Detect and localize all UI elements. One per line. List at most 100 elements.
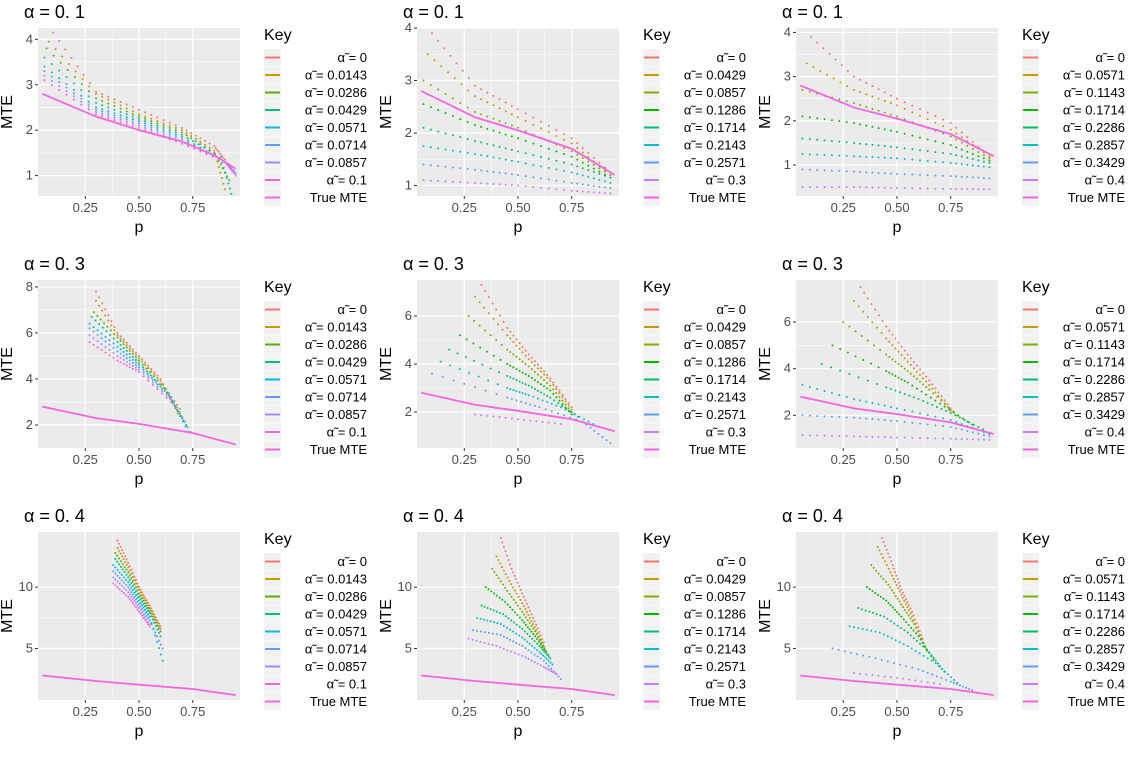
data-point	[144, 129, 147, 132]
data-point	[138, 117, 140, 120]
data-point	[942, 142, 945, 145]
series-points	[88, 322, 190, 433]
data-point	[113, 112, 116, 115]
data-point	[801, 384, 804, 386]
legend-label: α̃ = 0.3	[706, 425, 746, 440]
data-point	[512, 341, 515, 344]
data-point	[938, 683, 941, 686]
legend-label: True MTE	[310, 190, 368, 205]
data-point	[221, 161, 224, 164]
series-points	[831, 344, 974, 426]
data-point	[151, 610, 154, 613]
data-point	[509, 376, 512, 379]
data-point	[866, 379, 869, 382]
data-point	[902, 618, 905, 621]
data-point	[866, 316, 869, 318]
data-point	[447, 71, 450, 74]
data-point	[896, 146, 898, 149]
data-point	[122, 343, 125, 346]
data-point	[521, 602, 524, 605]
data-point	[934, 415, 937, 418]
data-point	[533, 364, 536, 367]
data-point	[561, 393, 564, 396]
data-point	[530, 368, 533, 371]
data-point	[43, 74, 46, 77]
data-point	[227, 182, 230, 185]
data-point	[230, 167, 233, 170]
data-point	[504, 147, 507, 150]
data-point	[159, 625, 162, 628]
data-point	[145, 611, 148, 614]
data-point	[499, 358, 502, 361]
data-point	[50, 71, 53, 74]
plot-area	[42, 290, 236, 446]
x-axis-label: p	[893, 471, 902, 488]
data-point	[133, 604, 136, 607]
x-tick-label: 0.50	[505, 704, 530, 719]
data-point	[532, 154, 535, 157]
data-point	[912, 396, 915, 399]
data-point	[889, 94, 892, 97]
data-point	[130, 572, 133, 575]
data-point	[497, 371, 500, 374]
data-point	[231, 169, 234, 172]
legend-label: α̃ = 0.1	[327, 425, 367, 440]
data-point	[587, 190, 590, 193]
data-point	[121, 549, 124, 552]
data-point	[162, 133, 165, 136]
data-point	[876, 326, 879, 329]
data-point	[857, 607, 860, 610]
data-point	[156, 126, 159, 129]
data-point	[894, 639, 897, 642]
data-point	[988, 438, 991, 441]
data-point	[502, 320, 505, 323]
data-point	[904, 598, 907, 601]
data-point	[870, 629, 873, 632]
data-point	[982, 188, 985, 191]
data-point	[217, 166, 220, 169]
data-point	[186, 136, 189, 139]
data-point	[422, 179, 425, 182]
data-point	[912, 367, 915, 370]
x-axis-label: p	[135, 723, 144, 740]
data-point	[988, 159, 991, 162]
data-point	[865, 81, 868, 84]
data-point	[459, 167, 462, 170]
data-point	[842, 321, 845, 323]
data-point	[846, 69, 849, 72]
data-point	[513, 589, 516, 592]
data-point	[919, 114, 922, 117]
data-point	[451, 180, 454, 183]
data-point	[532, 395, 535, 398]
data-point	[877, 171, 880, 174]
data-point	[128, 593, 131, 596]
data-point	[903, 608, 906, 611]
data-point	[861, 608, 864, 611]
legend-title: Key	[1022, 27, 1050, 44]
data-point	[865, 586, 868, 589]
data-point	[498, 314, 501, 317]
data-point	[492, 156, 495, 159]
data-point	[144, 122, 147, 125]
data-point	[892, 662, 895, 665]
data-point	[113, 332, 116, 335]
data-point	[876, 593, 879, 596]
legend-label: α̃ = 0.0571	[1063, 320, 1125, 335]
data-point	[480, 88, 483, 91]
data-point	[130, 577, 133, 580]
series-points	[853, 672, 941, 686]
data-point	[912, 361, 915, 363]
data-point	[955, 187, 958, 190]
data-point	[180, 133, 183, 136]
data-point	[156, 621, 159, 624]
data-point	[72, 82, 75, 85]
data-point	[223, 158, 226, 161]
data-point	[874, 630, 877, 633]
legend-label: α̃ = 0	[1095, 554, 1125, 569]
data-point	[508, 592, 511, 595]
data-point	[922, 400, 925, 402]
data-point	[128, 356, 131, 359]
data-point	[187, 145, 190, 148]
data-point	[444, 132, 447, 135]
y-tick-label: 4	[26, 371, 33, 386]
